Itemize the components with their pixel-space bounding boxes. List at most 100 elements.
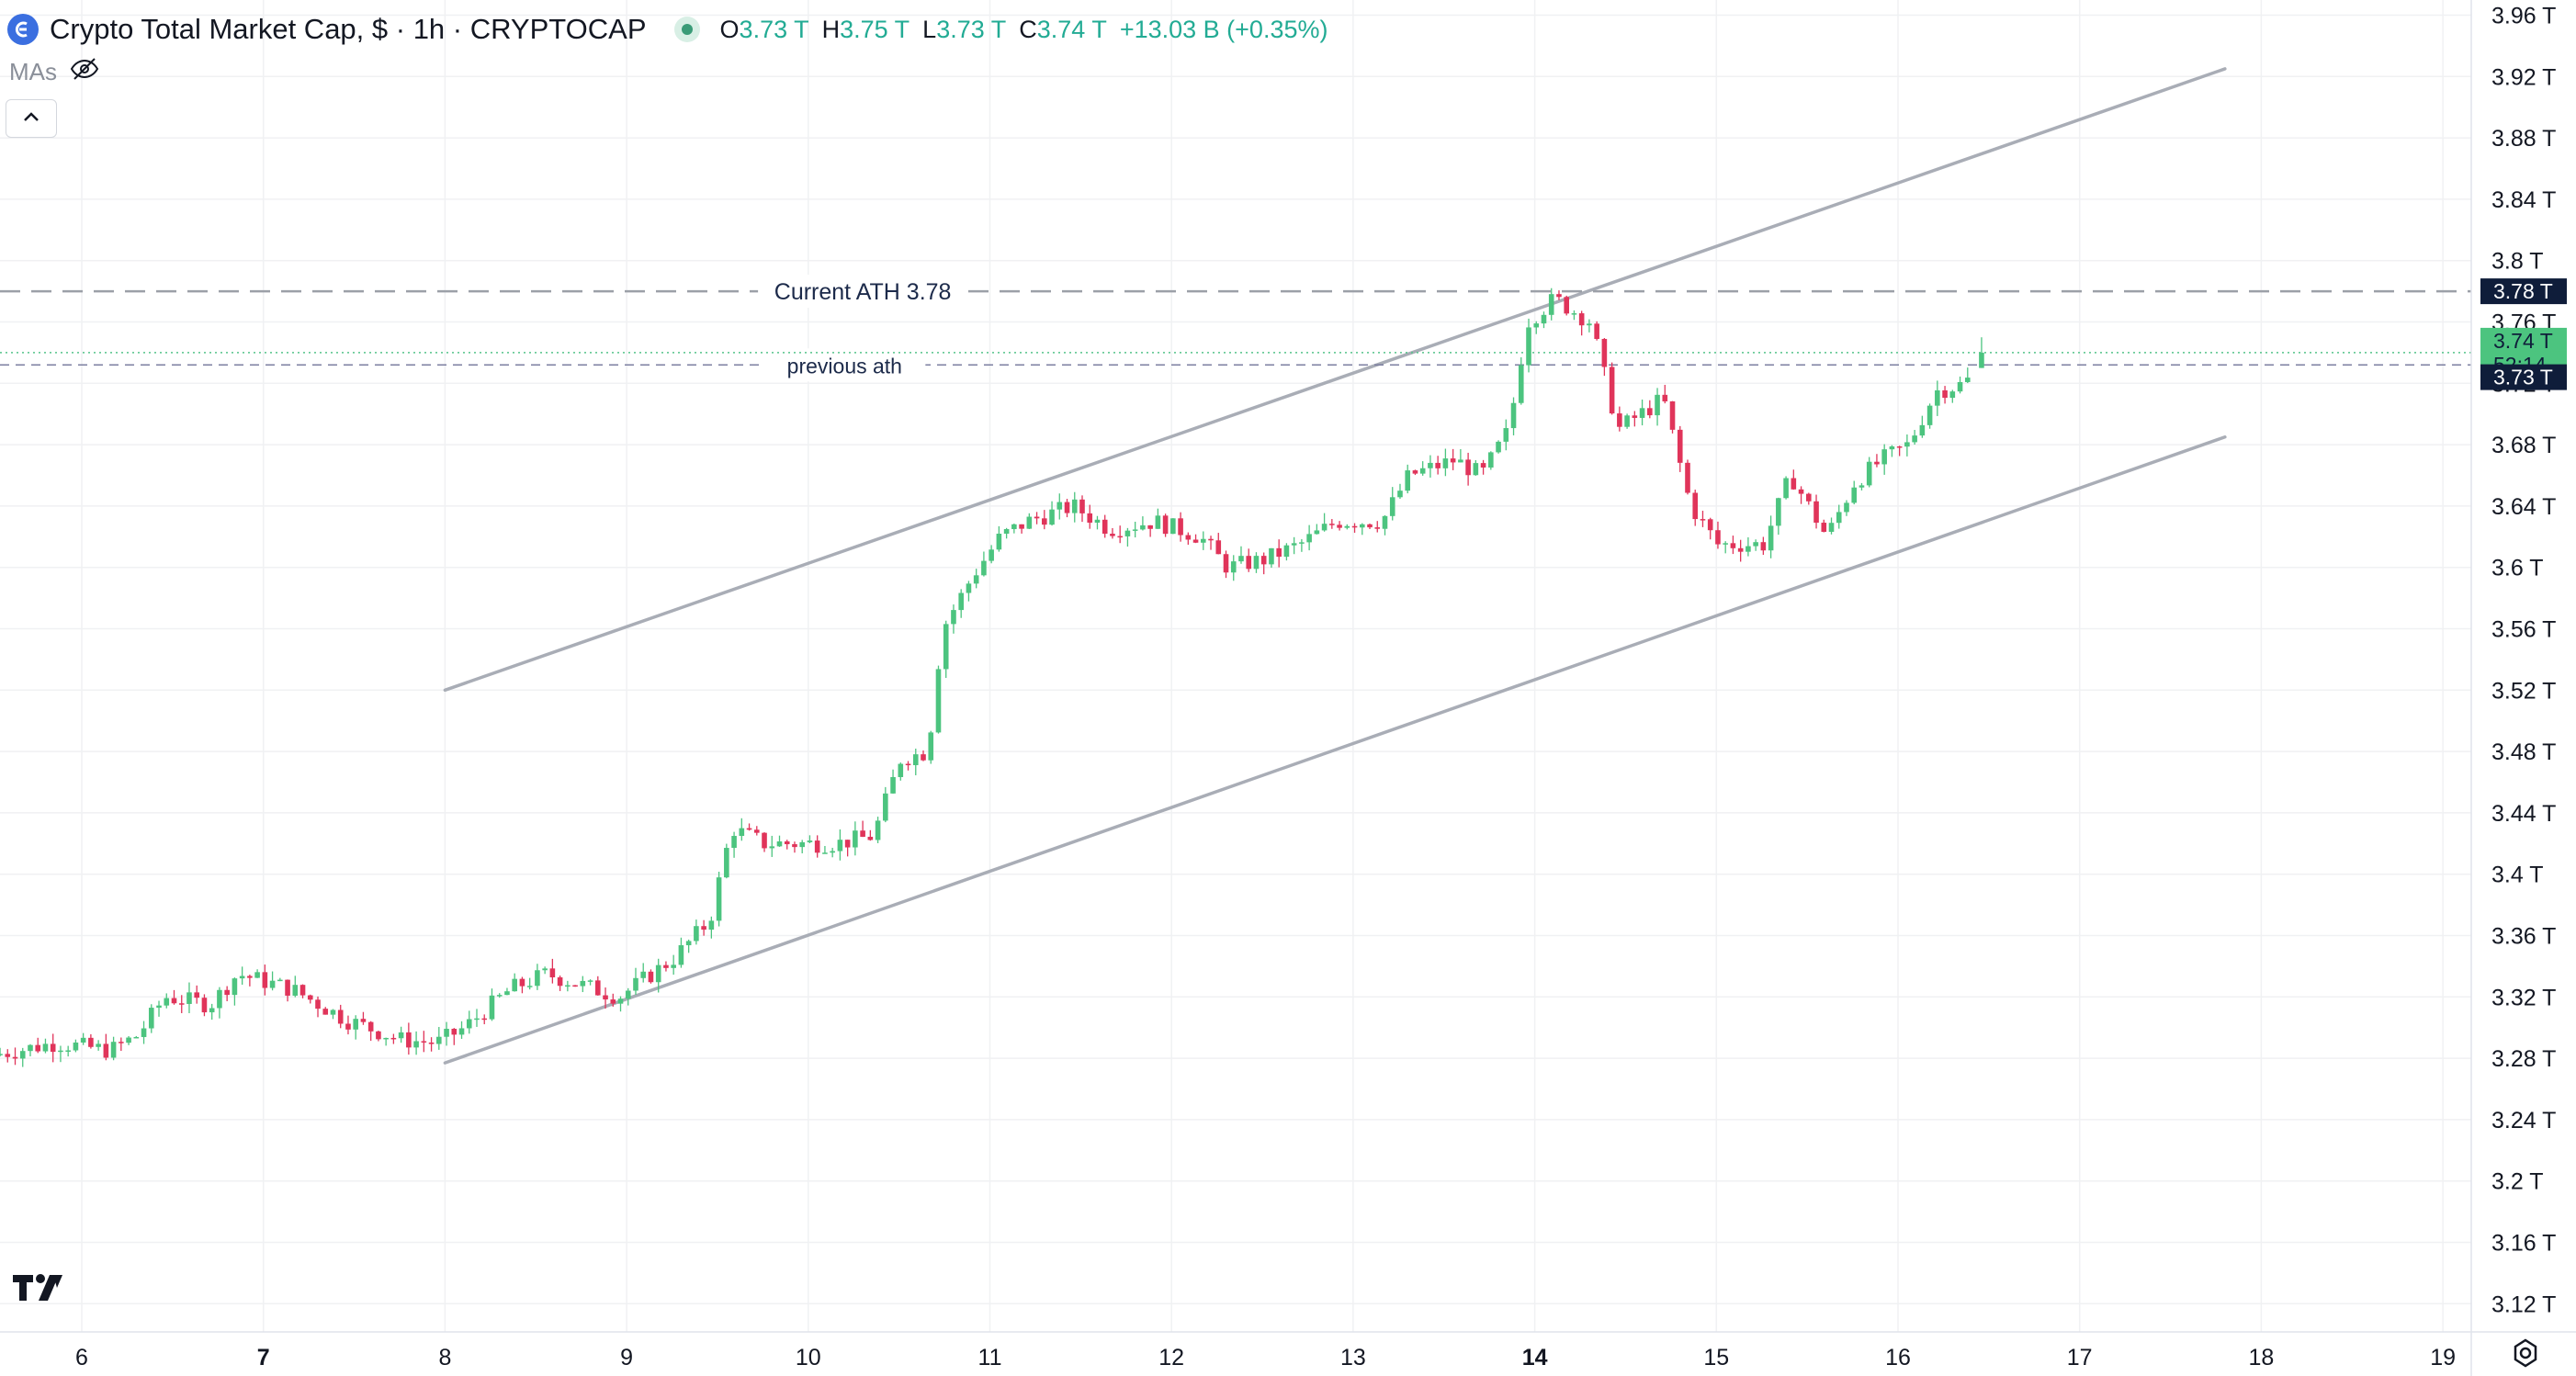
candle-body — [1587, 323, 1592, 326]
candle-body — [1533, 323, 1540, 328]
price-tick-label: 3.96 T — [2491, 4, 2556, 29]
candle-body — [1314, 530, 1320, 535]
price-tick-label: 3.92 T — [2491, 64, 2556, 90]
candle-body — [269, 980, 276, 988]
candle-body — [353, 1019, 358, 1030]
price-tick-label: 3.24 T — [2491, 1108, 2556, 1134]
candle-body — [716, 877, 722, 921]
price-tick-label: 3.28 T — [2491, 1046, 2556, 1072]
time-tick-label: 12 — [1158, 1345, 1184, 1370]
price-tick-label: 3.36 T — [2491, 924, 2556, 950]
candle-body — [776, 841, 783, 847]
collapse-legend-button[interactable] — [6, 99, 57, 138]
price-axis[interactable]: 3.96 T3.92 T3.88 T3.84 T3.8 T3.76 T3.72 … — [2470, 0, 2556, 1376]
candle-body — [1200, 538, 1206, 543]
candle-body — [413, 1041, 419, 1048]
gear-icon[interactable] — [2510, 1337, 2541, 1373]
candle-body — [1087, 513, 1093, 523]
candle-body — [110, 1042, 117, 1058]
candle-body — [989, 549, 994, 561]
candle-body — [1919, 424, 1926, 436]
candle-body — [201, 998, 208, 1013]
candle-body — [572, 985, 578, 987]
candle-body — [1042, 518, 1047, 525]
candle-body — [1813, 501, 1819, 524]
candle-body — [133, 1036, 140, 1039]
candle-body — [28, 1044, 33, 1052]
candle-body — [526, 986, 533, 987]
candle-body — [367, 1021, 374, 1032]
candle-body — [1208, 538, 1214, 541]
close-value: 3.74 T — [1036, 15, 1107, 43]
candle-body — [671, 964, 676, 968]
candle-body — [194, 992, 200, 998]
tradingview-logo-icon[interactable] — [13, 1273, 72, 1307]
candle-body — [1746, 546, 1751, 552]
candle-body — [1412, 470, 1418, 474]
candle-body — [1056, 502, 1063, 510]
candle-body — [633, 977, 638, 991]
price-tick-label: 3.6 T — [2491, 556, 2544, 581]
candle-body — [1405, 470, 1411, 491]
candle-body — [1617, 413, 1622, 427]
candle-body — [867, 836, 874, 840]
candle-body — [1337, 524, 1342, 528]
candle-body — [1480, 463, 1486, 468]
candle-body — [1079, 499, 1085, 513]
candle-body — [1821, 523, 1827, 532]
candle-body — [1715, 530, 1721, 545]
symbol-title[interactable]: Crypto Total Market Cap, $ · 1h · CRYPTO… — [50, 13, 647, 45]
candle-body — [42, 1043, 49, 1052]
mas-indicator[interactable]: MAs — [9, 57, 99, 87]
candle-body — [549, 968, 556, 977]
candle-body — [905, 763, 911, 766]
candle-body — [481, 1018, 488, 1021]
candle-body — [1034, 516, 1040, 519]
candle-body — [171, 998, 177, 1004]
candlestick-series — [0, 288, 1984, 1067]
price-tick-label: 3.16 T — [2491, 1231, 2556, 1257]
horizontal-levels[interactable]: Current ATH 3.78 previous ath — [0, 275, 2471, 382]
candle-body — [0, 1054, 3, 1055]
channel-upper-line[interactable] — [443, 67, 2227, 693]
time-axis[interactable]: 6 7 8 9 10 11 12 13 14 15 16 17 18 19 — [0, 1331, 2576, 1370]
price-tag-bg — [2480, 327, 2567, 354]
candle-body — [542, 968, 548, 971]
price-tick-label: 3.84 T — [2491, 187, 2556, 213]
candle-body — [1019, 524, 1024, 529]
parallel-channel[interactable] — [443, 67, 2227, 1065]
candle-body — [285, 979, 290, 996]
price-tag-label: 3.78 T — [2493, 279, 2553, 303]
candle-body — [1003, 529, 1010, 535]
candle-body — [762, 832, 767, 849]
channel-lower-line[interactable] — [443, 435, 2227, 1065]
candle-body — [322, 1009, 329, 1015]
close-key: C — [1019, 15, 1037, 43]
time-tick-label: 6 — [75, 1345, 88, 1370]
candle-body — [1836, 512, 1842, 524]
candle-body — [1859, 485, 1865, 488]
candle-body — [299, 985, 306, 996]
candle-body — [1351, 525, 1358, 528]
candle-body — [1889, 446, 1895, 450]
candle-body — [1367, 524, 1373, 528]
time-tick-label: 13 — [1340, 1345, 1366, 1370]
chevron-up-icon — [23, 110, 40, 127]
candle-body — [178, 1003, 185, 1005]
candle-body — [1723, 543, 1728, 545]
candle-body — [119, 1042, 124, 1043]
candle-body — [860, 830, 865, 837]
mas-label[interactable]: MAs — [9, 58, 57, 85]
candle-body — [731, 836, 737, 849]
time-tick-label: 15 — [1703, 1345, 1729, 1370]
candle-body — [640, 971, 647, 978]
candle-body — [1896, 446, 1903, 448]
candle-body — [935, 669, 942, 733]
price-tick-label: 3.44 T — [2491, 801, 2556, 827]
candle-body — [436, 1036, 442, 1044]
candle-body — [254, 972, 260, 978]
candle-body — [1753, 542, 1758, 547]
eye-off-icon[interactable] — [70, 57, 99, 87]
change-value: +13.03 B (+0.35%) — [1119, 15, 1328, 43]
